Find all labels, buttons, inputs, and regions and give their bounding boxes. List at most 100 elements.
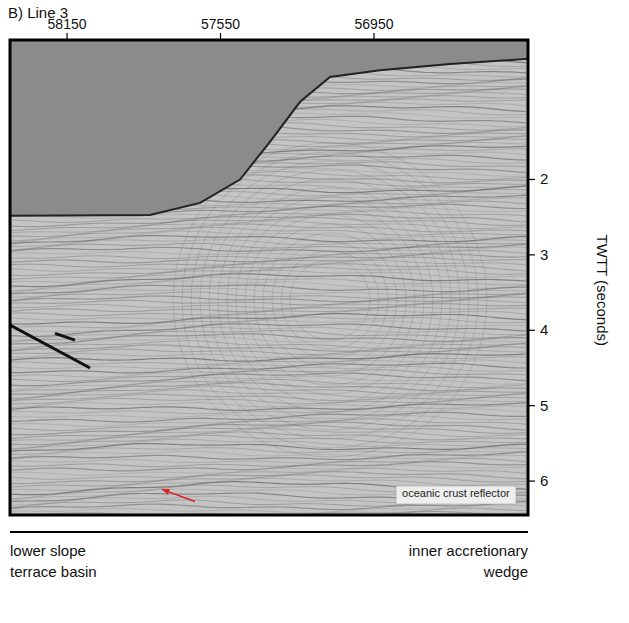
arrow-head [162,489,170,495]
water [10,40,528,515]
reflector [10,133,526,143]
reflector [10,201,526,210]
region-label: terrace basin [10,563,97,580]
y-tick [528,254,535,255]
reflector [10,189,526,196]
bottom-rule [10,531,528,533]
reflector [10,80,526,89]
wedge-texture [182,152,478,448]
reflector [10,86,526,93]
frame [10,40,528,515]
annotation-box [396,486,516,504]
reflector [10,344,526,352]
x-tick-label: 57550 [201,16,240,32]
reflector [10,92,526,100]
x-tick-label: 56950 [355,16,394,32]
reflector [10,204,526,214]
reflector [10,119,526,132]
reflector [10,439,526,450]
reflector [10,231,526,243]
reflector [10,458,526,466]
y-axis-title: TWTT (seconds) [594,235,611,346]
y-tick [528,330,535,331]
x-tick [66,33,67,40]
reflector [10,73,526,85]
reflector [10,444,526,452]
reflector [10,136,526,143]
y-tick-label: 6 [540,472,548,489]
wedge-texture [281,251,379,349]
reflector [10,448,526,455]
y-tick [528,480,535,481]
reflector [10,251,526,259]
reflector [10,172,526,184]
reflector [10,159,526,170]
fault [55,333,75,340]
reflector [10,412,526,422]
annotation: oceanic crust reflector [402,487,510,499]
reflector [10,96,526,104]
reflector [10,354,526,362]
reflector [10,277,526,291]
reflector [10,320,526,332]
reflector [10,475,526,487]
reflector [10,129,526,140]
reflector [10,69,526,83]
reflector [10,218,526,231]
reflector [10,182,526,193]
y-tick [528,179,535,180]
reflector [10,240,526,247]
y-tick-label: 5 [540,397,548,414]
reflector [10,113,526,125]
wedge-texture [245,215,415,385]
wedge-texture [272,242,388,358]
reflector [10,337,526,348]
reflector [10,390,526,401]
reflector [10,327,526,340]
wedge-texture [218,188,442,412]
reflector [10,84,526,93]
reflector [10,409,526,418]
x-tick [373,33,374,40]
reflector [10,304,526,312]
reflector [10,59,526,71]
seafloor [10,59,528,216]
region-label: wedge [483,563,528,580]
reflector [10,109,526,120]
reflector [10,288,526,297]
y-tick-label: 2 [540,170,548,187]
y-tick-label: 4 [540,321,548,338]
wedge-texture [290,260,370,340]
reflector [10,126,526,136]
reflector [10,146,526,154]
reflector [10,116,526,128]
reflector [10,341,526,351]
x-tick-label: 58150 [48,16,87,32]
figure: oceanic crust reflectorB) Line 358150575… [0,0,629,623]
reflector [10,485,526,499]
reflector [10,186,526,193]
plot-area [10,40,528,515]
reflector [10,462,526,471]
reflector [10,152,526,161]
reflector [10,123,526,135]
reflector [10,66,526,79]
reflector [10,376,526,390]
wedge-texture [209,179,451,421]
reflector [10,425,526,438]
reflector [10,285,526,294]
x-tick [220,33,221,40]
y-tick [528,405,535,406]
reflector [10,472,526,484]
arrow [162,489,195,501]
ground-fill [10,40,528,515]
wedge-texture [191,161,469,439]
reflector [10,56,526,68]
wedge-texture [263,233,397,367]
reflector [10,221,526,233]
wedge-texture [236,206,424,394]
fault [10,325,90,368]
region-label: lower slope [10,542,86,559]
wedge-texture [254,224,406,376]
wedge-texture [200,170,460,430]
